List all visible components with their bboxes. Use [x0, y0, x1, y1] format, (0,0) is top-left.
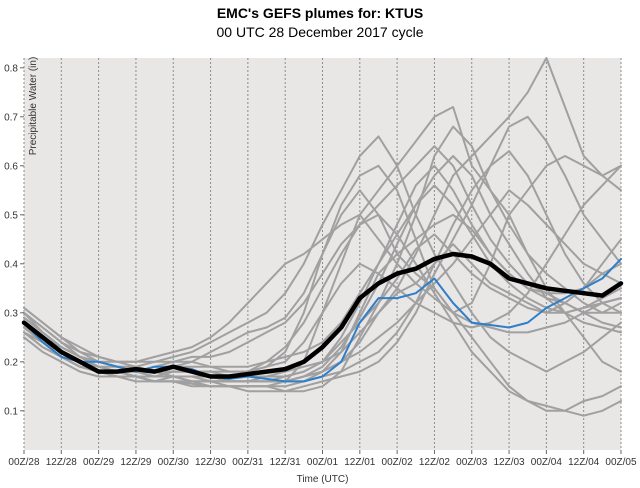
- member-line-18: [23, 155, 622, 383]
- member-line-15: [23, 184, 622, 373]
- chart-subtitle: 00 UTC 28 December 2017 cycle: [216, 24, 424, 40]
- x-tick-label: 00Z/04: [531, 457, 563, 468]
- y-tick-label: 0.3: [4, 308, 18, 319]
- mean-line: [21, 251, 624, 379]
- x-tick-label: 12Z/04: [568, 457, 600, 468]
- y-tick-label: 0.1: [4, 406, 18, 417]
- member-line-6: [23, 115, 622, 393]
- x-tick-label: 12Z/03: [493, 457, 525, 468]
- y-tick-label: 0.4: [4, 259, 18, 270]
- x-tick-label: 00Z/02: [382, 457, 414, 468]
- x-tick-label: 00Z/29: [83, 457, 115, 468]
- y-tick-label: 0.5: [4, 210, 18, 221]
- x-tick-label: 00Z/05: [605, 457, 637, 468]
- x-tick-label: 00Z/28: [8, 457, 40, 468]
- member-line-19: [23, 145, 622, 363]
- x-tick-label: 12Z/28: [46, 457, 78, 468]
- x-tick-label: 12Z/29: [120, 457, 152, 468]
- y-tick-label: 0.7: [4, 112, 18, 123]
- x-tick-label: 12Z/31: [270, 457, 302, 468]
- x-tick-label: 00Z/03: [456, 457, 488, 468]
- x-tick-label: 12Z/01: [344, 457, 376, 468]
- x-axis-title: Time (UTC): [297, 474, 349, 485]
- chart-header: EMC's GEFS plumes for: KTUS 00 UTC 28 De…: [0, 4, 640, 42]
- x-tick-label: 12Z/30: [195, 457, 227, 468]
- axis-layer: 0.1 0.2 0.3 0.4 0.5 0.6 0.7 0.8 00Z/28 12Z/28 00Z/…: [4, 63, 637, 468]
- chart-title: EMC's GEFS plumes for: KTUS: [216, 5, 424, 21]
- y-tick-label: 0.8: [4, 63, 18, 74]
- y-tick-label: 0.2: [4, 357, 18, 368]
- x-tick-label: 00Z/30: [158, 457, 190, 468]
- x-tick-label: 00Z/31: [232, 457, 264, 468]
- series-layer: [21, 57, 624, 417]
- y-tick-label: 0.6: [4, 161, 18, 172]
- x-tick-label: 00Z/01: [307, 457, 339, 468]
- control-line: [23, 257, 622, 383]
- y-axis-title: Precipitable Water (in): [28, 57, 39, 156]
- x-tick-label: 12Z/02: [419, 457, 451, 468]
